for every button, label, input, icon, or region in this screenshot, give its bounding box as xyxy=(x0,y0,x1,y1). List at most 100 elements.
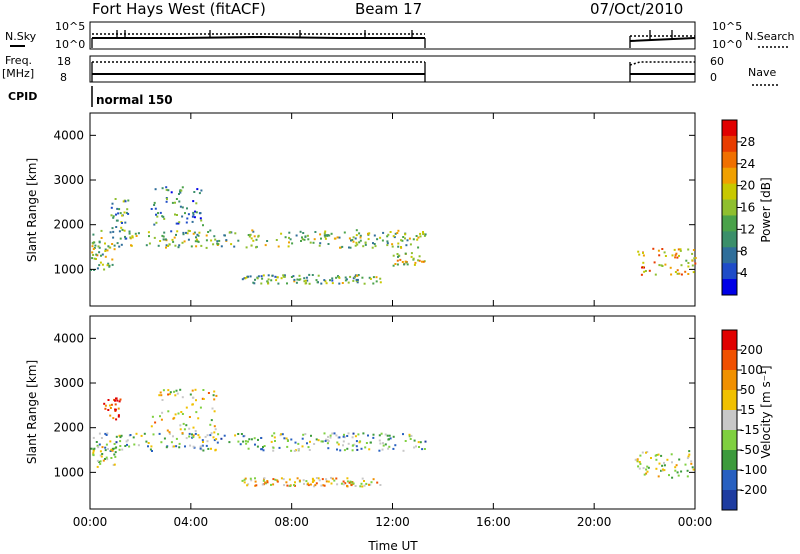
power-data-cell xyxy=(354,244,357,247)
power-data-cell xyxy=(331,282,334,285)
velocity-data-cell xyxy=(276,479,279,482)
power-data-cell xyxy=(111,263,114,266)
velocity-data-cell xyxy=(112,447,115,450)
velocity-data-cell xyxy=(355,440,358,443)
velocity-data-cell xyxy=(379,442,382,445)
velocity-data-cell xyxy=(114,403,117,406)
power-data-cell xyxy=(406,263,409,266)
velocity-data-cell xyxy=(244,440,247,443)
velocity-data-cell xyxy=(183,428,186,431)
velocity-data-cell xyxy=(642,467,645,470)
power-data-cell xyxy=(397,255,399,258)
power-data-cell xyxy=(195,236,197,239)
velocity-data-cell xyxy=(353,443,356,446)
xtick-label: 16:00 xyxy=(476,515,511,529)
colorbar-swatch xyxy=(722,120,737,137)
velocity-data-cell xyxy=(671,461,673,464)
velocity-data-cell xyxy=(161,399,164,401)
power-data-cell xyxy=(685,259,688,262)
velocity-data-cell xyxy=(686,475,689,478)
velocity-data-cell xyxy=(256,445,259,448)
velocity-data-cell xyxy=(686,457,689,460)
colorbar-swatch xyxy=(722,231,737,248)
velocity-data-cell xyxy=(310,434,312,437)
power-data-cell xyxy=(154,207,157,210)
colorbar-swatch xyxy=(722,410,737,431)
velocity-data-cell xyxy=(159,415,161,418)
velocity-data-cell xyxy=(90,447,93,450)
power-data-cell xyxy=(145,244,148,247)
velocity-data-cell xyxy=(346,435,349,437)
power-data-cell xyxy=(331,279,334,282)
velocity-data-cell xyxy=(228,441,231,444)
velocity-data-cell xyxy=(118,448,121,451)
colorbar-swatch xyxy=(722,167,737,185)
velocity-data-cell xyxy=(220,437,223,440)
velocity-data-cell xyxy=(692,468,695,471)
power-data-cell xyxy=(214,238,217,241)
nsky-label: N.Sky xyxy=(5,30,37,43)
power-data-cell xyxy=(234,232,237,235)
velocity-data-cell xyxy=(282,478,285,481)
velocity-data-cell xyxy=(324,440,327,442)
power-data-cell xyxy=(674,271,677,273)
power-data-cell xyxy=(148,235,150,238)
power-data-cell xyxy=(337,276,340,278)
power-data-cell xyxy=(192,211,195,214)
velocity-data-cell xyxy=(409,438,412,440)
power-data-cell xyxy=(640,273,643,276)
velocity-data-cell xyxy=(280,433,283,436)
power-data-cell xyxy=(336,236,339,239)
power-data-cell xyxy=(167,189,170,192)
velocity-data-cell xyxy=(315,482,318,485)
velocity-data-cell xyxy=(185,437,188,440)
power-data-cell xyxy=(266,240,269,242)
velocity-data-cell xyxy=(239,443,242,446)
power-data-cell xyxy=(341,245,344,248)
velocity-data-cell xyxy=(346,480,349,483)
power-data-cell xyxy=(675,252,678,255)
velocity-data-cell xyxy=(241,479,244,482)
velocity-data-cell xyxy=(133,443,136,446)
velocity-data-cell xyxy=(346,485,349,488)
velocity-data-cell xyxy=(213,431,216,434)
power-data-cell xyxy=(324,235,327,238)
velocity-data-cell xyxy=(325,438,327,441)
power-data-cell xyxy=(220,245,223,248)
power-data-cell xyxy=(91,251,94,254)
velocity-data-cell xyxy=(159,391,162,394)
velocity-data-cell xyxy=(191,433,193,436)
velocity-data-cell xyxy=(388,434,391,437)
velocity-data-cell xyxy=(320,484,323,487)
velocity-data-cell xyxy=(182,422,185,425)
velocity-data-cell xyxy=(293,484,295,487)
power-data-cell xyxy=(277,245,280,248)
power-data-cell xyxy=(303,277,306,280)
power-data-cell xyxy=(233,245,236,248)
power-data-cell xyxy=(308,273,311,276)
velocity-data-cell xyxy=(167,410,170,413)
power-data-cell xyxy=(162,235,165,238)
velocity-data-cell xyxy=(214,428,217,431)
velocity-data-cell xyxy=(294,441,297,444)
velocity-data-cell xyxy=(254,477,256,480)
velocity-data-cell xyxy=(109,450,112,452)
velocity-data-cell xyxy=(655,458,658,461)
velocity-data-cell xyxy=(677,474,680,477)
velocity-data-cell xyxy=(329,436,332,439)
velocity-data-cell xyxy=(330,482,333,485)
velocity-data-cell xyxy=(389,437,392,440)
velocity-data-cell xyxy=(358,441,361,444)
velocity-data-cell xyxy=(113,463,116,466)
power-data-cell xyxy=(318,244,321,247)
velocity-data-cell xyxy=(646,470,649,473)
velocity-data-cell xyxy=(200,445,203,448)
power-data-cell xyxy=(250,244,253,247)
power-data-cell xyxy=(186,232,189,235)
power-data-cell xyxy=(218,239,221,242)
power-data-cell xyxy=(196,188,199,191)
power-data-cell xyxy=(643,270,646,273)
power-data-cell xyxy=(157,244,160,247)
velocity-data-cell xyxy=(242,435,245,438)
velocity-data-cell xyxy=(96,459,99,462)
